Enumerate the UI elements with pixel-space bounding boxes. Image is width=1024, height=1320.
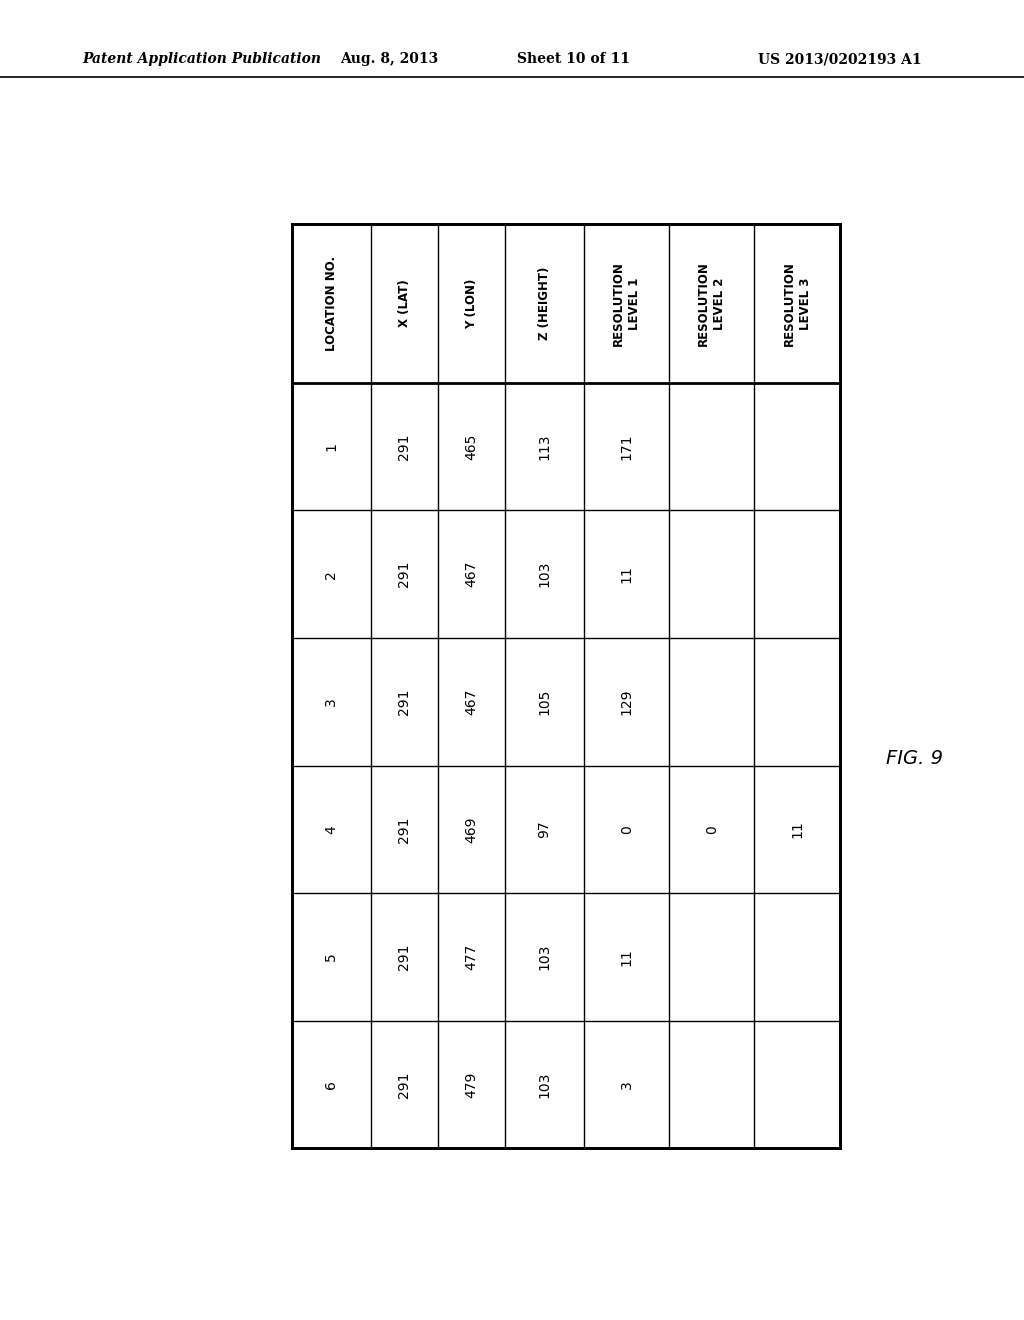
Text: 103: 103 bbox=[538, 1072, 552, 1098]
Text: 465: 465 bbox=[465, 433, 478, 459]
Text: 4: 4 bbox=[325, 825, 338, 834]
Text: 467: 467 bbox=[465, 561, 478, 587]
Text: 11: 11 bbox=[620, 565, 634, 583]
Text: Sheet 10 of 11: Sheet 10 of 11 bbox=[517, 53, 630, 66]
Text: 129: 129 bbox=[620, 689, 634, 715]
Text: 103: 103 bbox=[538, 561, 552, 587]
Text: 171: 171 bbox=[620, 433, 634, 459]
Text: X (LAT): X (LAT) bbox=[398, 280, 411, 327]
Text: RESOLUTION
LEVEL 2: RESOLUTION LEVEL 2 bbox=[697, 261, 726, 346]
Text: 105: 105 bbox=[538, 689, 552, 715]
Text: 3: 3 bbox=[620, 1080, 634, 1089]
Text: 291: 291 bbox=[397, 561, 412, 587]
Text: 0: 0 bbox=[705, 825, 719, 834]
Text: US 2013/0202193 A1: US 2013/0202193 A1 bbox=[758, 53, 922, 66]
Text: 467: 467 bbox=[465, 689, 478, 715]
Text: 5: 5 bbox=[325, 953, 338, 961]
Text: 469: 469 bbox=[465, 816, 478, 842]
Bar bbox=[292, 224, 840, 1148]
Text: LOCATION NO.: LOCATION NO. bbox=[325, 256, 338, 351]
Text: 11: 11 bbox=[791, 821, 804, 838]
Text: 97: 97 bbox=[538, 821, 552, 838]
Text: 2: 2 bbox=[325, 570, 338, 578]
Text: 291: 291 bbox=[397, 944, 412, 970]
Text: 113: 113 bbox=[538, 433, 552, 459]
Text: Patent Application Publication: Patent Application Publication bbox=[82, 53, 321, 66]
Text: 11: 11 bbox=[620, 948, 634, 966]
Text: 477: 477 bbox=[465, 944, 478, 970]
Text: 479: 479 bbox=[465, 1072, 478, 1098]
Text: Aug. 8, 2013: Aug. 8, 2013 bbox=[340, 53, 438, 66]
Text: RESOLUTION
LEVEL 3: RESOLUTION LEVEL 3 bbox=[782, 261, 812, 346]
Text: 291: 291 bbox=[397, 689, 412, 715]
Text: Z (HEIGHT): Z (HEIGHT) bbox=[538, 267, 551, 341]
Text: 291: 291 bbox=[397, 433, 412, 459]
Text: FIG. 9: FIG. 9 bbox=[886, 750, 943, 768]
Text: 6: 6 bbox=[325, 1080, 338, 1089]
Text: 3: 3 bbox=[325, 697, 338, 706]
Text: 291: 291 bbox=[397, 1072, 412, 1098]
Text: 103: 103 bbox=[538, 944, 552, 970]
Text: 291: 291 bbox=[397, 816, 412, 842]
Text: 0: 0 bbox=[620, 825, 634, 834]
Text: RESOLUTION
LEVEL 1: RESOLUTION LEVEL 1 bbox=[612, 261, 641, 346]
Text: 1: 1 bbox=[325, 442, 338, 451]
Text: Y (LON): Y (LON) bbox=[465, 279, 478, 329]
